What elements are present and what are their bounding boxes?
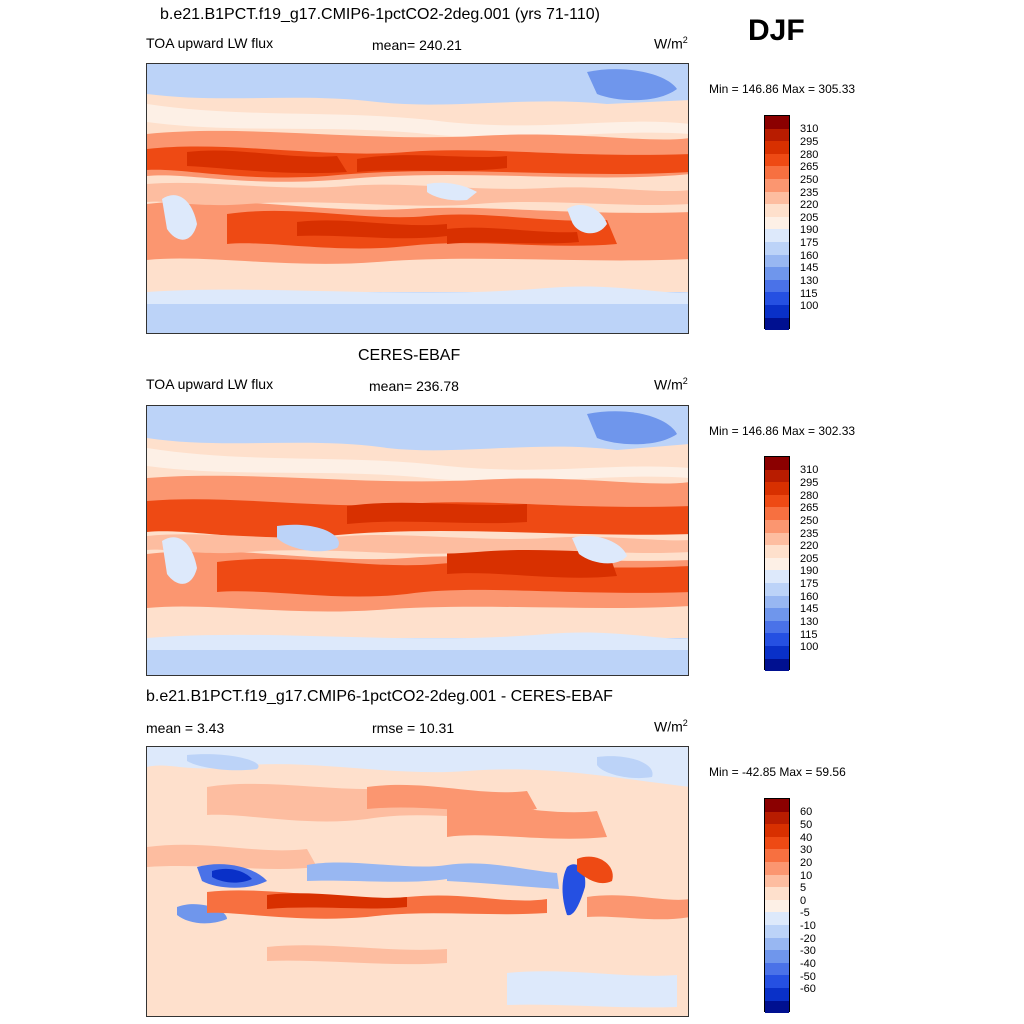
panel1-colorbar-tick: 130 [800, 275, 819, 287]
panel3-colorbar-tick: -30 [800, 945, 816, 957]
panel2-colorbar-tick: 235 [800, 528, 819, 540]
panel2-colorbar-tick: 175 [800, 578, 819, 590]
panel2-title: CERES-EBAF [358, 347, 461, 364]
panel3-colorbar-tick: 60 [800, 806, 813, 818]
panel3-colorbar-tick: 30 [800, 844, 813, 856]
panel2-map [146, 405, 689, 676]
panel1-colorbar-tick: 250 [800, 174, 819, 186]
panel1-colorbar-tick: 235 [800, 187, 819, 199]
panel1-title: b.e21.B1PCT.f19_g17.CMIP6-1pctCO2-2deg.0… [160, 6, 600, 23]
panel3-colorbar-tick: 20 [800, 857, 813, 869]
panel2-colorbar-tick: 130 [800, 616, 819, 628]
panel1-colorbar-tick: 265 [800, 161, 819, 173]
panel3-colorbar-tick: 10 [800, 870, 813, 882]
panel3-units: W/m2 [654, 718, 688, 735]
panel3-rmse-label: rmse = 10.31 [372, 720, 455, 736]
panel3-colorbar [764, 798, 790, 1014]
panel1-mean-label: mean= 240.21 [372, 37, 462, 53]
panel1-colorbar-tick: 115 [800, 288, 818, 300]
panel3-title: b.e21.B1PCT.f19_g17.CMIP6-1pctCO2-2deg.0… [146, 688, 613, 705]
panel3-colorbar-tick: 40 [800, 832, 813, 844]
panel1-colorbar-tick: 145 [800, 262, 819, 274]
panel1-colorbar-tick: 175 [800, 237, 819, 249]
panel1-colorbar-tick: 100 [800, 300, 819, 312]
season-label: DJF [748, 14, 805, 47]
panel3-colorbar-tick: -10 [800, 920, 816, 932]
panel1-colorbar-tick: 190 [800, 224, 819, 236]
panel3-colorbar-tick: -40 [800, 958, 816, 970]
panel2-colorbar-tick: 295 [800, 477, 819, 489]
panel3-difference-map [146, 746, 689, 1017]
panel2-units: W/m2 [654, 376, 688, 393]
panel2-colorbar-tick: 205 [800, 553, 819, 565]
panel1-colorbar-tick: 310 [800, 123, 819, 135]
panel3-minmax: Min = -42.85 Max = 59.56 [709, 765, 846, 779]
panel2-colorbar-tick: 190 [800, 565, 819, 577]
panel1-colorbar-tick: 220 [800, 199, 819, 211]
panel2-colorbar-tick: 250 [800, 515, 819, 527]
panel1-colorbar-tick: 160 [800, 250, 819, 262]
panel1-colorbar-tick: 295 [800, 136, 819, 148]
panel2-colorbar-tick: 310 [800, 464, 819, 476]
panel2-colorbar-tick: 115 [800, 629, 818, 641]
panel3-colorbar-tick: 50 [800, 819, 813, 831]
panel3-colorbar-tick: -60 [800, 983, 816, 995]
panel3-colorbar-tick: -50 [800, 971, 816, 983]
panel3-colorbar-tick: 0 [800, 895, 807, 907]
panel2-variable-label: TOA upward LW flux [146, 376, 274, 392]
panel1-colorbar-tick: 280 [800, 149, 819, 161]
panel2-colorbar-tick: 160 [800, 591, 819, 603]
panel1-map [146, 63, 689, 334]
panel3-mean-label: mean = 3.43 [146, 720, 225, 736]
panel2-colorbar-tick: 100 [800, 641, 819, 653]
panel3-colorbar-tick: -20 [800, 933, 816, 945]
panel2-colorbar-tick: 145 [800, 603, 819, 615]
panel2-colorbar [764, 456, 790, 672]
panel1-minmax: Min = 146.86 Max = 305.33 [709, 82, 856, 96]
panel2-colorbar-tick: 220 [800, 540, 819, 552]
panel1-units: W/m2 [654, 35, 688, 52]
panel2-mean-label: mean= 236.78 [369, 378, 459, 394]
panel1-variable-label: TOA upward LW flux [146, 35, 274, 51]
panel2-colorbar-tick: 265 [800, 502, 819, 514]
panel2-colorbar-tick: 280 [800, 490, 819, 502]
panel3-colorbar-tick: -5 [800, 907, 810, 919]
panel1-colorbar-tick: 205 [800, 212, 819, 224]
panel2-minmax: Min = 146.86 Max = 302.33 [709, 424, 856, 438]
panel3-colorbar-tick: 5 [800, 882, 807, 894]
panel1-colorbar [764, 115, 790, 331]
